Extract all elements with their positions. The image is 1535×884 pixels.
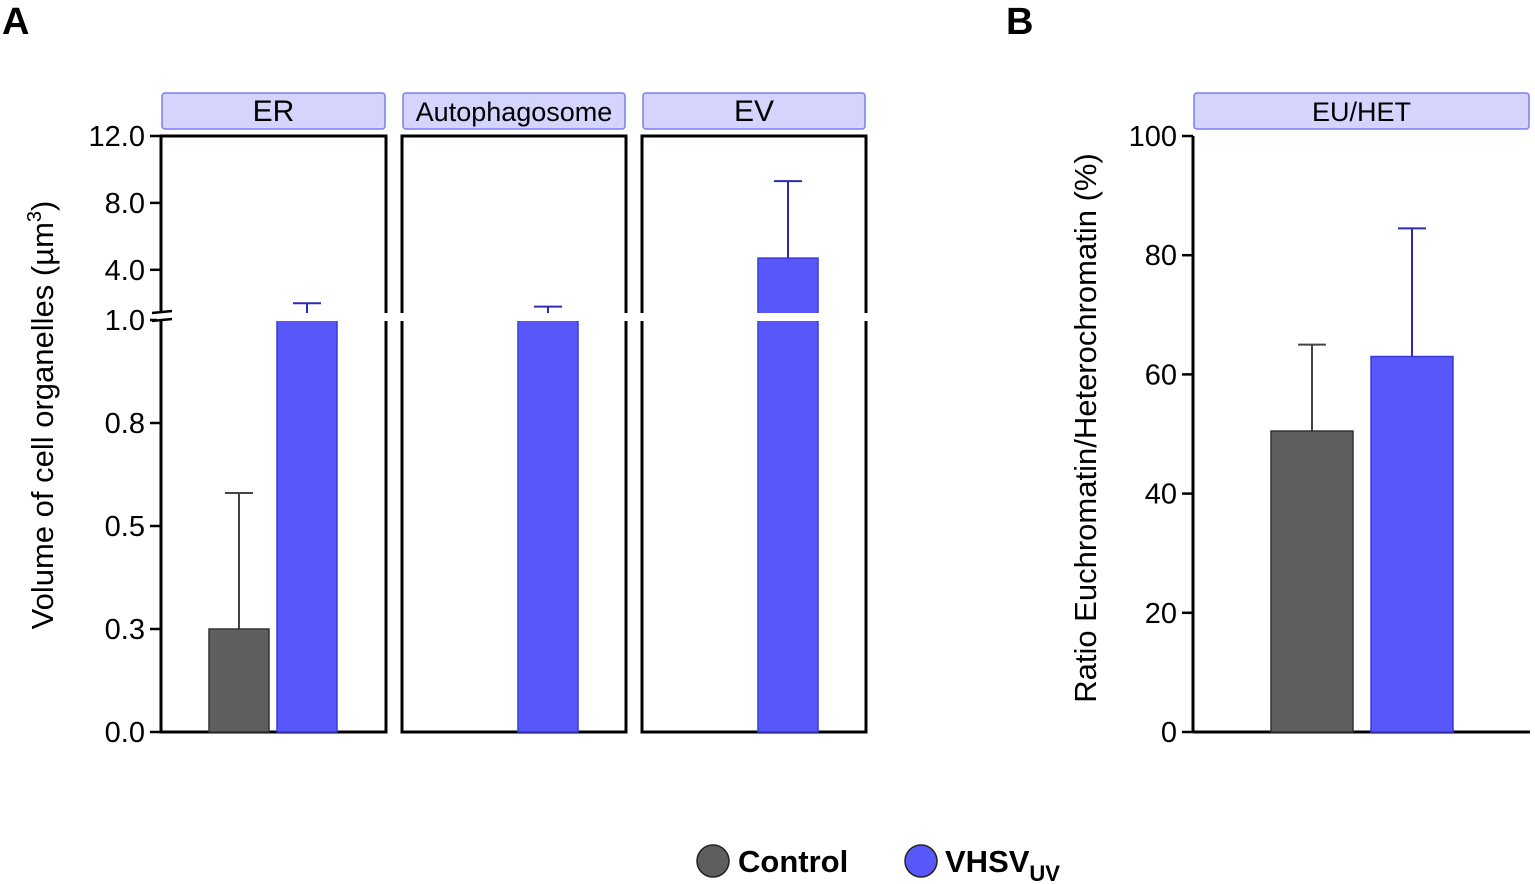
legend-control-label: Control [738,844,848,879]
y-tick-label: 8.0 [105,188,145,220]
facet-frame [400,134,628,734]
bar-euhet-control [1270,430,1354,733]
bar-ev-vhsv_uv [757,257,819,733]
y-tick-label: 40 [1145,479,1177,511]
facet-strip-label: Autophagosome [416,97,613,127]
axis-break-mark [151,317,173,323]
bar-er-vhsv_uv [276,314,338,733]
facet-strip-label: EV [734,95,774,128]
y-tick-label: 1.0 [105,305,145,337]
y-tick-label: 4.0 [105,255,145,287]
legend-vhsv-label: VHSVUV [945,844,1060,884]
y-tick-label: 0.3 [105,614,145,646]
facet-frame [640,134,868,734]
panel-b-ylabel: Ratio Euchromatin/Heterochromatin (%) [1068,153,1103,703]
bar-euhet-vhsv_uv [1370,355,1454,733]
facet-ev: EV [638,92,870,734]
panel-a-letter: A [2,1,29,43]
panel-b-letter: B [1006,1,1033,43]
facet-er: ER [157,92,390,734]
axis-break-gap [398,313,630,321]
facet-strip [642,92,866,130]
axis-break-gap [638,313,870,321]
legend: Control VHSVUV [696,844,1060,884]
facet-frame [159,134,388,734]
facet-strip [402,92,626,130]
legend-control-marker [696,844,730,878]
y-tick-label: 0.5 [105,511,145,543]
panel-a-ylabel: Volume of cell organelles (µm3) [24,201,60,630]
facet-strip [161,92,386,130]
facet-strip-label: EU/HET [1312,97,1411,127]
panel-b-plot: EU/HET 0 20 40 60 80 100 [1129,92,1530,749]
y-tick-label: 60 [1145,359,1177,391]
bar-autophagosome-vhsv_uv [517,317,579,733]
y-tick-label: 20 [1145,598,1177,630]
facet-autophagosome: Autophagosome [398,92,630,734]
y-tick-label: 0.8 [105,408,145,440]
y-tick-label: 12.0 [89,121,145,153]
legend-vhsv-marker [904,844,938,878]
y-tick-label: 100 [1129,121,1177,153]
axis-break-mark [151,309,173,315]
y-tick-label: 0.0 [105,717,145,749]
y-tick-label: 0 [1161,717,1177,749]
bar-er-control [208,628,270,733]
facet-strip-label: ER [253,95,295,128]
y-tick-label: 80 [1145,240,1177,272]
facet-strip [1193,92,1530,130]
axis-break-gap [157,313,390,321]
